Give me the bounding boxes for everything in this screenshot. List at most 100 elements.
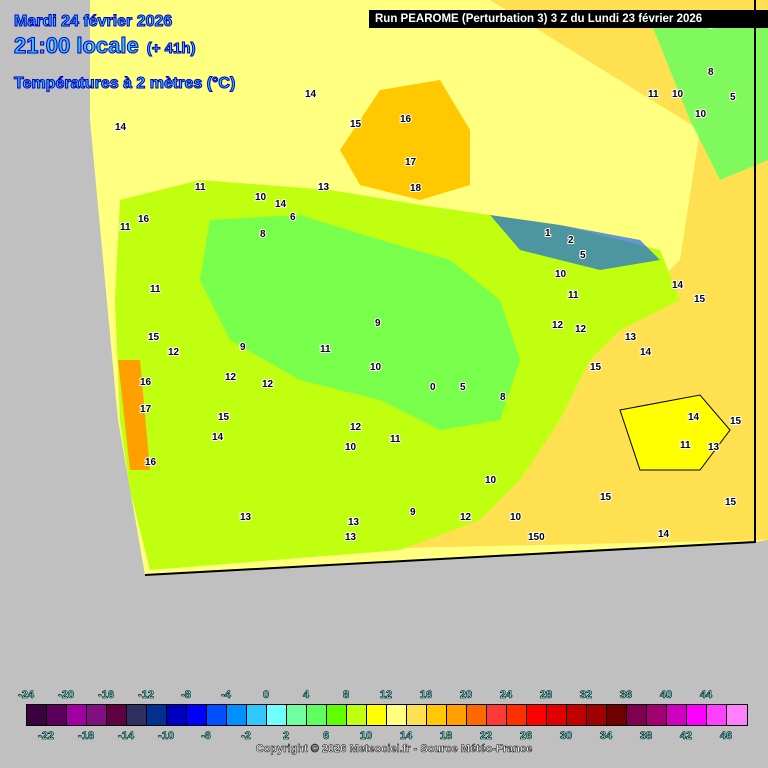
legend-swatch <box>247 705 267 725</box>
legend-tick-top: 44 <box>699 689 713 702</box>
legend-tick-top: -4 <box>221 689 231 702</box>
contour-label: 14 <box>212 432 224 443</box>
contour-label: 13 <box>345 532 357 543</box>
contour-label: 16 <box>400 114 412 125</box>
legend-swatch <box>467 705 487 725</box>
contour-label: 8 <box>500 392 506 403</box>
contour-label: 15 <box>694 294 706 305</box>
contour-label: 150 <box>528 532 545 543</box>
legend-swatch <box>167 705 187 725</box>
contour-label: 10 <box>345 442 357 453</box>
legend-tick-bottom: -22 <box>38 730 55 743</box>
legend-swatch <box>507 705 527 725</box>
sardinia <box>619 394 731 471</box>
contour-label: 8 <box>260 229 266 240</box>
legend-swatch <box>267 705 287 725</box>
legend-tick-bottom: 14 <box>399 730 413 743</box>
warm-gulf <box>340 80 470 200</box>
contour-label: 14 <box>275 199 287 210</box>
contour-label: 15 <box>730 416 742 427</box>
legend-swatch <box>527 705 547 725</box>
legend-swatch <box>487 705 507 725</box>
contour-label: 12 <box>552 320 564 331</box>
contour-label: 11 <box>150 284 161 295</box>
contour-label: 11 <box>390 434 401 445</box>
legend-swatch <box>67 705 87 725</box>
green-interior <box>200 215 520 430</box>
contour-label: 11 <box>195 182 206 193</box>
legend-tick-bottom: -2 <box>241 730 251 743</box>
legend-tick-top: 4 <box>302 689 310 702</box>
contour-label: 11 <box>680 440 691 451</box>
legend-tick-top: -16 <box>98 689 115 702</box>
legend-tick-bottom: 34 <box>599 730 613 743</box>
legend-swatch <box>647 705 667 725</box>
legend-tick-bottom: 2 <box>282 730 290 743</box>
contour-label: 12 <box>262 379 274 390</box>
legend-tick-bottom: -14 <box>118 730 135 743</box>
legend-swatch <box>287 705 307 725</box>
legend-tick-bottom: -10 <box>158 730 175 743</box>
contour-label: 13 <box>708 442 720 453</box>
contour-label: 9 <box>410 507 416 518</box>
forecast-date: Mardi 24 février 2026 <box>13 13 173 31</box>
legend-swatch <box>227 705 247 725</box>
contour-label: 14 <box>115 122 127 133</box>
legend-tick-bottom: 42 <box>679 730 693 743</box>
legend-swatch <box>587 705 607 725</box>
pyrenees-cold <box>490 215 660 270</box>
legend-tick-top: 0 <box>262 689 270 702</box>
contour-label: 11 <box>120 222 131 233</box>
legend-tick-top: 24 <box>499 689 513 702</box>
legend-swatch <box>447 705 467 725</box>
legend-tick-top: 36 <box>619 689 633 702</box>
legend-tick-bottom: -18 <box>78 730 95 743</box>
contour-label: 12 <box>350 422 362 433</box>
contour-label: 8 <box>708 67 714 78</box>
legend-swatch <box>427 705 447 725</box>
contour-label: 5 <box>580 250 586 261</box>
contour-label: 11 <box>320 344 331 355</box>
legend-tick-top: 32 <box>579 689 593 702</box>
legend-swatch <box>87 705 107 725</box>
contour-label: 17 <box>405 157 417 168</box>
contour-label: 11 <box>568 290 579 301</box>
legend-swatch <box>347 705 367 725</box>
legend-swatch <box>327 705 347 725</box>
legend-swatch <box>627 705 647 725</box>
contour-label: 1 <box>545 228 551 239</box>
legend-tick-top: -20 <box>58 689 75 702</box>
contour-label: 10 <box>485 475 497 486</box>
parameter-title: Températures à 2 mètres (°C) <box>13 75 236 93</box>
legend-swatch <box>607 705 627 725</box>
legend-tick-top: 28 <box>539 689 553 702</box>
legend-swatch <box>547 705 567 725</box>
contour-label: 13 <box>348 517 360 528</box>
contour-label: 15 <box>218 412 230 423</box>
contour-label: 12 <box>575 324 587 335</box>
contour-label: 12 <box>225 372 237 383</box>
color-scale-legend <box>26 704 748 726</box>
legend-tick-top: -8 <box>181 689 191 702</box>
legend-tick-top: 40 <box>659 689 673 702</box>
contour-label: 16 <box>138 214 150 225</box>
legend-tick-top: 12 <box>379 689 393 702</box>
legend-swatch <box>147 705 167 725</box>
contour-label: 6 <box>290 212 296 223</box>
legend-tick-bottom: 30 <box>559 730 573 743</box>
contour-label: 14 <box>658 529 670 540</box>
contour-label: 14 <box>688 412 700 423</box>
contour-label: 10 <box>555 269 567 280</box>
contour-label: 11 <box>648 89 659 100</box>
domain-border <box>144 0 756 576</box>
contour-label: 5 <box>460 382 466 393</box>
legend-tick-bottom: 22 <box>479 730 493 743</box>
contour-label: 5 <box>730 92 736 103</box>
legend-tick-bottom: 6 <box>322 730 330 743</box>
contour-label: 15 <box>148 332 160 343</box>
portugal-coast-warm <box>118 360 150 470</box>
legend-tick-bottom: -6 <box>201 730 211 743</box>
contour-label: 15 <box>350 119 362 130</box>
